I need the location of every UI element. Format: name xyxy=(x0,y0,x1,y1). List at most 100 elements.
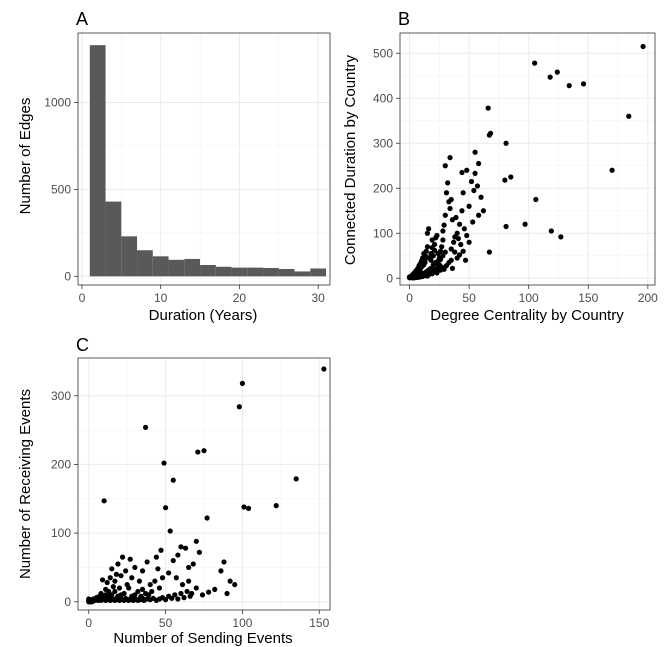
panel-c-scatter-point xyxy=(86,596,92,602)
panel-b-scatter-point xyxy=(503,223,509,230)
panel-b-scatter-point xyxy=(472,149,478,155)
panel-b-scatter-point xyxy=(503,140,509,146)
panel-c-scatter-point xyxy=(118,573,124,579)
panel-c-scatter-point xyxy=(116,585,123,591)
panel-c-scatter-point xyxy=(190,561,196,567)
panel-b-letter: B xyxy=(398,9,410,29)
panel-c-scatter-point xyxy=(321,366,327,372)
panel-b-y-tick-label: 0 xyxy=(386,271,393,285)
panel-b-scatter-point xyxy=(429,245,435,251)
panel-b-scatter-point xyxy=(522,221,528,227)
panel-c-x-axis-title: Number of Sending Events xyxy=(113,630,292,647)
panel-b-scatter-point xyxy=(472,170,478,176)
panel-c-scatter-point xyxy=(181,595,187,601)
panel-b-scatter-point xyxy=(451,239,457,245)
panel-b-scatter-point xyxy=(480,208,487,214)
panel-c-y-tick-label: 200 xyxy=(51,457,71,471)
panel-b-scatter-point xyxy=(435,250,441,257)
panel-a-histogram-bar xyxy=(247,267,264,277)
panel-c-scatter-point xyxy=(149,588,155,595)
panel-b-x-tick-label: 0 xyxy=(406,291,413,305)
panel-c-scatter-point xyxy=(129,575,135,581)
panel-c-scatter-point xyxy=(113,571,120,577)
panel-a-histogram-bar xyxy=(263,267,279,277)
panel-b-y-tick-label: 100 xyxy=(373,226,393,240)
panel-c-scatter: C 0 50 100 150 0 100 200 300 Number of Sending … xyxy=(17,335,331,647)
panel-b-scatter-point xyxy=(466,203,472,209)
panel-c-scatter-point xyxy=(170,477,176,483)
panel-c-scatter-point xyxy=(175,596,181,602)
panel-c-frame xyxy=(77,357,331,611)
panel-c-scatter-point xyxy=(178,590,184,597)
panel-b-scatter-point xyxy=(460,190,466,196)
panel-c-scatter-point xyxy=(127,556,133,562)
panel-a-histogram-bar xyxy=(105,201,122,277)
panel-b-plot-area: 0 50 100 150 200 0 100 200 300 400 500 xyxy=(373,32,658,305)
panel-b-scatter-point xyxy=(445,180,451,186)
panel-b-scatter-point xyxy=(424,244,431,250)
panel-c-y-axis-title: Number of Receiving Events xyxy=(17,389,34,579)
panel-b-scatter-point xyxy=(459,169,465,176)
panel-b-x-tick-label: 200 xyxy=(638,291,658,305)
panel-c-scatter-point xyxy=(162,597,169,603)
panel-b-scatter-point xyxy=(533,196,539,203)
panel-b-scatter-point xyxy=(474,183,481,189)
panel-c-scatter-point xyxy=(201,448,207,454)
panel-c-scatter-point xyxy=(115,561,121,567)
panel-b-scatter-point xyxy=(485,105,491,111)
panel-c-scatter-point xyxy=(179,581,186,588)
panel-c-scatter-point xyxy=(212,586,218,593)
panel-c-scatter-point xyxy=(239,380,246,387)
panel-c-scatter-point xyxy=(153,554,159,560)
panel-b-frame xyxy=(399,32,656,286)
panel-c-y-tick-label: 0 xyxy=(64,595,71,609)
panel-b-scatter-point xyxy=(439,244,445,250)
panel-c-scatter-point xyxy=(132,564,138,571)
panel-c-scatter-point xyxy=(101,498,107,504)
panel-c-scatter-point xyxy=(178,544,184,550)
panel-a-histogram-bar xyxy=(200,265,216,277)
panel-c-scatter-point xyxy=(245,505,252,511)
panel-b-scatter-point xyxy=(456,221,463,227)
panel-a-frame xyxy=(77,32,331,286)
panel-a-histogram-bar xyxy=(89,45,106,277)
panel-b-scatter-point xyxy=(424,230,431,236)
panel-b-scatter-point xyxy=(486,249,492,255)
panel-c-scatter-point xyxy=(112,578,118,584)
panel-b-x-axis-title: Degree Centrality by Country xyxy=(430,307,624,324)
panel-a-x-axis-title: Duration (Years) xyxy=(149,307,258,324)
panel-b-scatter-point xyxy=(447,205,453,212)
panel-b-scatter-point xyxy=(471,187,477,194)
panel-a-histogram: A 0 10 20 30 0 500 1000 Duration (Years) Numbe… xyxy=(17,9,331,324)
panel-b-scatter-point xyxy=(442,212,448,218)
panel-a-y-axis-title: Number of Edges xyxy=(17,98,34,215)
panel-b-scatter-point xyxy=(441,222,447,228)
panel-b-scatter-point xyxy=(486,132,492,138)
panel-b-y-tick-label: 200 xyxy=(373,181,393,195)
panel-a-x-tick-label: 0 xyxy=(79,291,86,305)
panel-c-scatter-point xyxy=(173,575,179,581)
panel-a-histogram-bar xyxy=(121,236,138,277)
panel-a-histogram-bar xyxy=(184,258,201,277)
panel-b-scatter-point xyxy=(476,212,482,218)
panel-c-scatter-point xyxy=(162,505,169,511)
panel-c-x-tick-label: 50 xyxy=(159,616,173,630)
panel-c-scatter-point xyxy=(232,581,238,588)
panel-c-scatter-point xyxy=(167,528,173,534)
panel-b-scatter-point xyxy=(461,226,467,232)
panel-a-y-tick-label: 1000 xyxy=(44,96,71,110)
panel-c-scatter-point xyxy=(152,578,158,584)
panel-b-scatter-point xyxy=(455,236,461,242)
panel-c-scatter-point xyxy=(144,559,150,565)
panel-a-letter: A xyxy=(76,9,88,29)
panel-c-scatter-point xyxy=(135,588,141,595)
panel-b-scatter-point xyxy=(464,232,470,239)
panel-c-scatter-point xyxy=(139,568,146,574)
panel-b-scatter-point xyxy=(440,237,446,243)
panel-c-y-tick-label: 100 xyxy=(51,526,71,540)
panel-b-y-tick-label: 300 xyxy=(373,136,393,150)
panel-b-scatter-point xyxy=(447,155,453,161)
panel-c-scatter-point xyxy=(158,547,164,553)
panel-c-scatter-point xyxy=(204,515,210,521)
